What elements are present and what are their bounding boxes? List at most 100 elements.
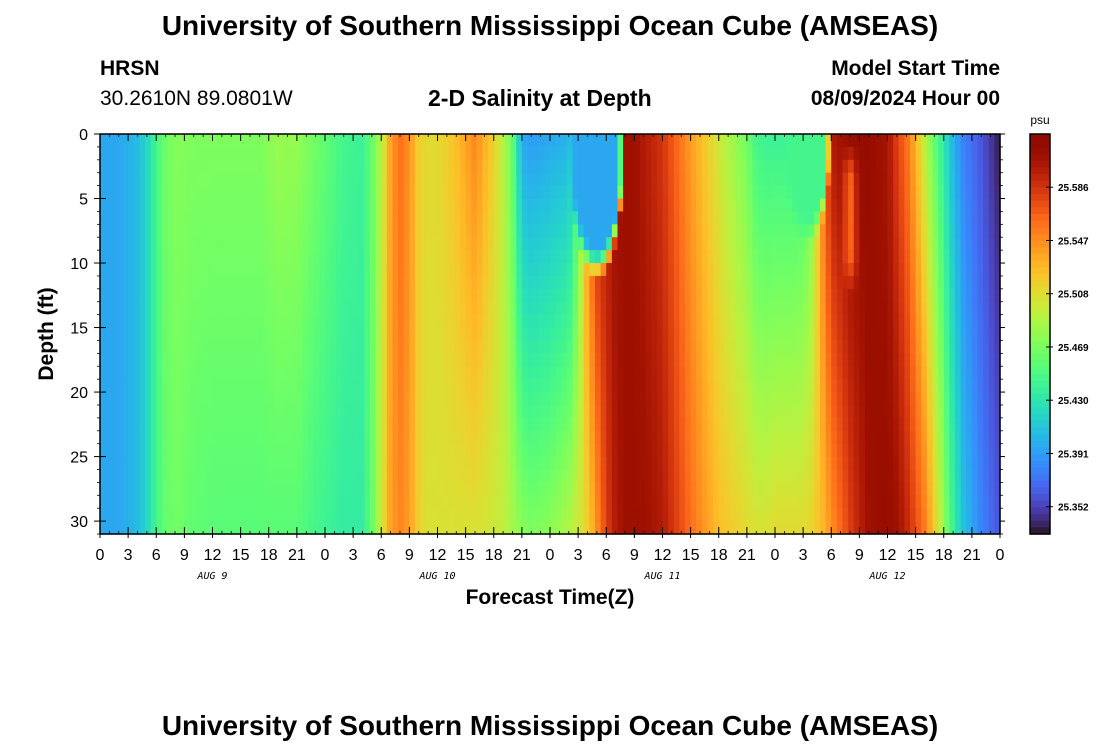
heatmap-cell [353, 263, 360, 277]
heatmap-cell [533, 443, 540, 458]
heatmap-cell [426, 224, 433, 238]
heatmap-cell [746, 417, 754, 432]
heatmap-cell [223, 456, 230, 471]
heatmap-cell [375, 482, 382, 496]
heatmap-cell [730, 172, 737, 187]
heatmap-cell [319, 469, 326, 483]
heatmap-cell [685, 327, 692, 342]
heatmap-cell [212, 404, 219, 419]
heatmap-cell [668, 288, 675, 303]
heatmap-cell [910, 314, 917, 329]
heatmap-cell [212, 508, 219, 522]
heatmap-cell [437, 159, 444, 174]
heatmap-cell [358, 366, 365, 380]
heatmap-cell [611, 237, 619, 251]
heatmap-cell [482, 275, 489, 290]
heatmap-cell [578, 430, 585, 445]
heatmap-cell [218, 263, 225, 277]
heatmap-cell [758, 327, 765, 342]
heatmap-cell [763, 159, 770, 174]
heatmap-cell [499, 172, 506, 187]
heatmap-cell [701, 301, 709, 316]
heatmap-cell [640, 340, 647, 354]
heatmap-cell [656, 508, 664, 522]
heatmap-cell [488, 482, 495, 496]
heatmap-cell [853, 250, 860, 264]
heatmap-cell [578, 314, 585, 329]
heatmap-cell [471, 430, 478, 445]
heatmap-cell [347, 263, 354, 277]
heatmap-cell [842, 185, 849, 200]
heatmap-cell [302, 172, 309, 187]
heatmap-cell [161, 314, 169, 329]
heatmap-cell [133, 443, 140, 458]
heatmap-cell [673, 495, 680, 509]
heatmap-cell [786, 366, 793, 380]
heatmap-cell [505, 521, 512, 535]
heatmap-cell [212, 327, 219, 342]
heatmap-cell [161, 134, 169, 148]
heatmap-cell [386, 456, 394, 471]
heatmap-cell [516, 340, 523, 354]
heatmap-cell [325, 379, 332, 393]
heatmap-cell [454, 301, 461, 316]
heatmap-cell [842, 392, 849, 406]
heatmap-cell [257, 482, 264, 496]
heatmap-cell [330, 508, 337, 522]
heatmap-cell [836, 263, 844, 277]
heatmap-cell [690, 237, 697, 251]
heatmap-cell [679, 146, 686, 161]
heatmap-cell [167, 508, 174, 522]
heatmap-cell [645, 250, 652, 264]
heatmap-cell [595, 443, 602, 458]
heatmap-cell [893, 198, 900, 213]
heatmap-cell [611, 224, 619, 238]
heatmap-cell [656, 211, 664, 225]
heatmap-cell [386, 469, 394, 483]
heatmap-cell [493, 275, 500, 290]
heatmap-cell [859, 430, 866, 445]
heatmap-cell [482, 224, 489, 238]
heatmap-cell [566, 198, 574, 213]
heatmap-cell [943, 211, 950, 225]
heatmap-cell [358, 263, 365, 277]
heatmap-cell [983, 469, 990, 483]
heatmap-cell [206, 340, 214, 354]
heatmap-cell [235, 159, 242, 174]
heatmap-cell [392, 508, 399, 522]
heatmap-cell [206, 521, 214, 535]
heatmap-cell [876, 417, 883, 432]
heatmap-cell [347, 250, 354, 264]
heatmap-cell [167, 211, 174, 225]
heatmap-cell [887, 134, 894, 148]
heatmap-cell [460, 404, 467, 419]
heatmap-cell [280, 146, 287, 161]
heatmap-cell [803, 159, 810, 174]
heatmap-cell [690, 159, 697, 174]
heatmap-cell [302, 430, 309, 445]
heatmap-cell [133, 327, 140, 342]
heatmap-cell [870, 288, 877, 303]
heatmap-cell [713, 237, 720, 251]
heatmap-cell [893, 275, 900, 290]
heatmap-cell [482, 353, 489, 367]
heatmap-cell [521, 211, 529, 225]
heatmap-cell [566, 159, 574, 174]
heatmap-cell [240, 353, 247, 367]
heatmap-cell [280, 159, 287, 174]
heatmap-cell [381, 495, 388, 509]
heatmap-cell [685, 521, 692, 535]
heatmap-cell [555, 198, 562, 213]
heatmap-cell [988, 224, 995, 238]
heatmap-cell [808, 340, 815, 354]
heatmap-cell [533, 366, 540, 380]
heatmap-cell [364, 340, 371, 354]
heatmap-cell [943, 327, 950, 342]
heatmap-cell [887, 185, 894, 200]
heatmap-cell [651, 392, 658, 406]
heatmap-cell [786, 456, 793, 471]
heatmap-cell [268, 211, 275, 225]
heatmap-cell [274, 185, 281, 200]
heatmap-cell [831, 237, 838, 251]
heatmap-cell [454, 288, 461, 303]
